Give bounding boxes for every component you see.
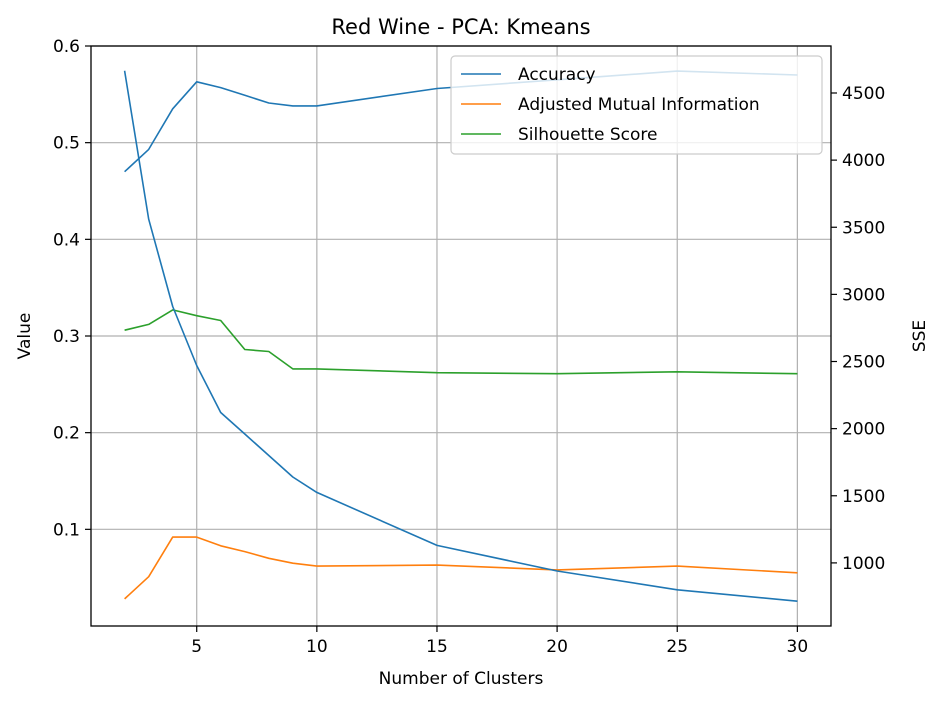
axes: 5 10 15 20 25 30 0.1 0.2 0.3 0.4 0.5 0.6 1000 1500 200… [53,37,885,657]
y-tick-label: 0.3 [53,327,80,347]
x-tick-label: 20 [546,637,568,657]
y-axis-label: Value [15,313,35,360]
y-tick-label: 0.1 [53,520,80,540]
y2-tick-label: 3000 [842,285,885,305]
y2-tick-label: 2000 [842,420,885,440]
y-tick-label: 0.6 [53,37,80,57]
series-line-sse [123,70,798,602]
series-line-silhouette-score [124,309,798,375]
series-line-adjusted-mutual-information [124,536,798,600]
y2-tick-label: 4000 [842,151,885,171]
y2-tick-label: 2500 [842,353,885,373]
legend-label: Adjusted Mutual Information [518,95,760,115]
y2-tick-label: 3500 [842,218,885,238]
y2-tick-label: 1500 [842,487,885,507]
y-tick-label: 0.5 [53,134,80,154]
y-tick-label: 0.2 [53,424,80,444]
y-tick-label: 0.4 [53,230,80,250]
legend-label: Accuracy [518,65,596,85]
x-axis-label: Number of Clusters [379,669,544,689]
x-tick-label: 30 [787,637,809,657]
x-tick-label: 15 [426,637,448,657]
x-tick-label: 10 [306,637,328,657]
x-tick-label: 25 [666,637,688,657]
legend: Accuracy Adjusted Mutual Information Silho… [450,55,823,155]
y2-tick-label: 4500 [842,84,885,104]
chart-title: Red Wine - PCA: Kmeans [331,15,590,39]
y2-axis-label: SSE [910,320,930,352]
legend-label: Silhouette Score [518,125,657,145]
x-tick-label: 5 [191,637,202,657]
y2-tick-label: 1000 [842,554,885,574]
legend-box [450,55,823,155]
